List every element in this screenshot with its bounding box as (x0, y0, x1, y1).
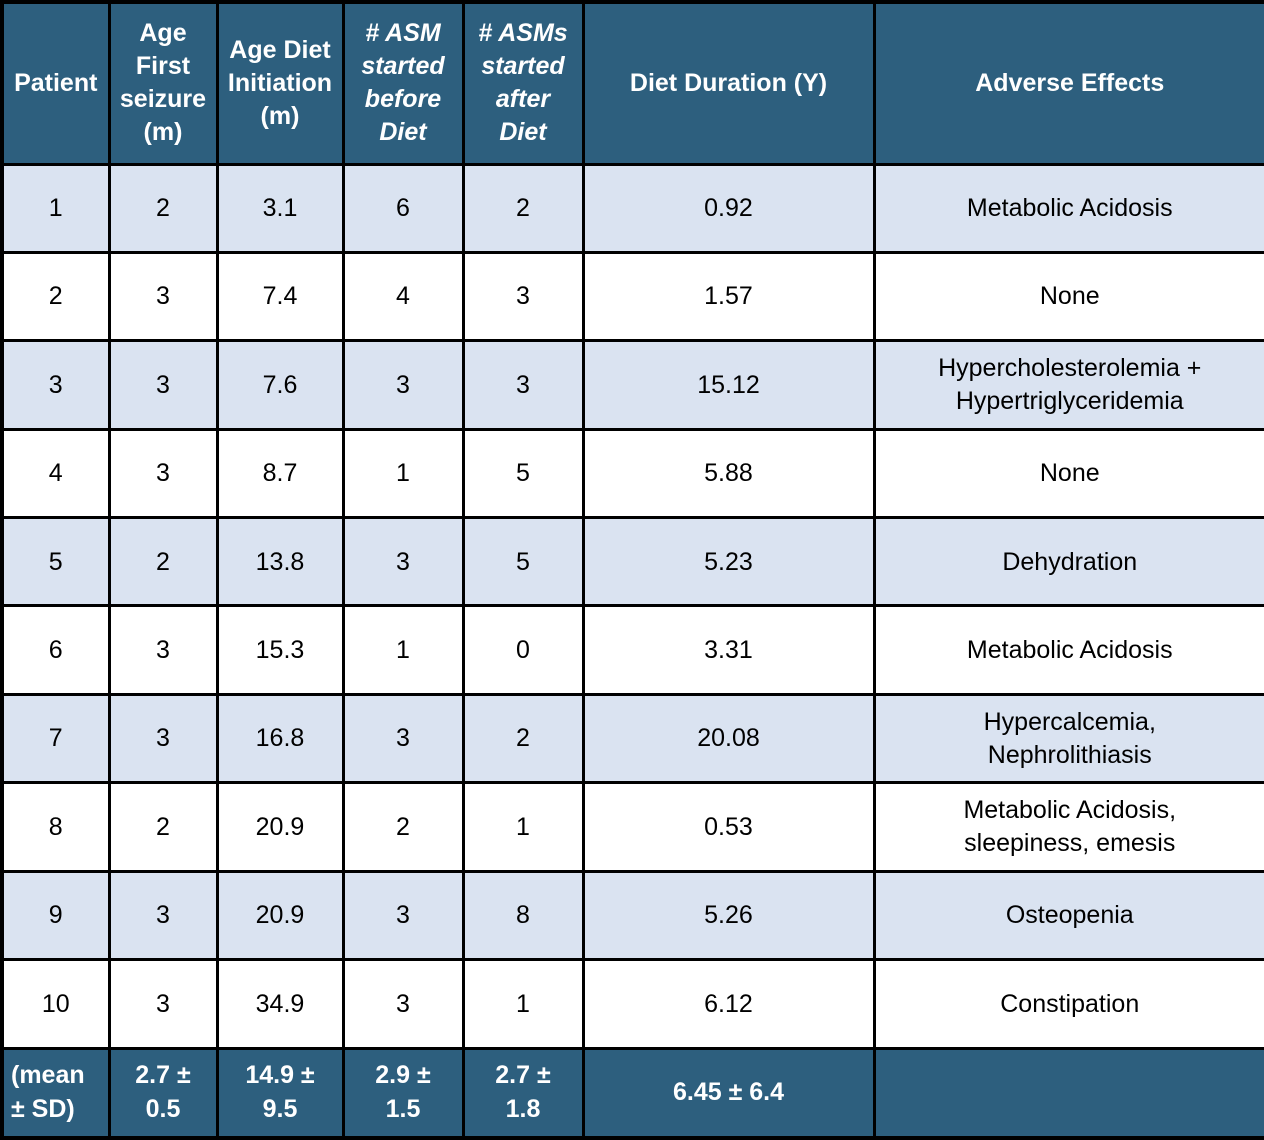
cell-asms-started-after-diet: 8 (461, 869, 585, 962)
cell-age-diet-initiation: 34.9 (215, 958, 345, 1050)
table-row-patient-5: 5 2 13.8 3 5 5.23 Dehydration (0, 516, 1264, 608)
cell-diet-duration: 1.57 (581, 250, 876, 343)
cell-age-diet-initiation: 20.9 (215, 869, 345, 962)
cell-age-diet-initiation: 8.7 (215, 427, 345, 520)
cell-adverse-effects: Metabolic Acidosis, sleepiness, emesis (872, 781, 1264, 873)
cell-asm-started-before-diet: 2 (341, 781, 465, 873)
cell-adverse-effects: None (872, 250, 1264, 343)
cell-age-first-seizure: 3 (107, 692, 219, 785)
cell-age-diet-initiation: 13.8 (215, 516, 345, 608)
cell-adverse-effects: Dehydration (872, 516, 1264, 608)
cell-adverse-effects: Osteopenia (872, 869, 1264, 962)
footer-cell-age-first-seizure: 2.7 ± 0.5 (107, 1046, 219, 1140)
table-row-patient-2: 2 3 7.4 4 3 1.57 None (0, 250, 1264, 343)
table-row-patient-1: 1 2 3.1 6 2 0.92 Metabolic Acidosis (0, 162, 1264, 254)
cell-age-first-seizure: 2 (107, 516, 219, 608)
cell-asms-started-after-diet: 3 (461, 339, 585, 431)
header-cell-asm-started-before-diet: # ASM started before Diet (341, 0, 465, 166)
cell-asm-started-before-diet: 3 (341, 869, 465, 962)
header-cell-age-diet-initiation: Age Diet Initiation (m) (215, 0, 345, 166)
cell-adverse-effects: Hypercalcemia, Nephrolithiasis (872, 692, 1264, 785)
cell-asm-started-before-diet: 3 (341, 339, 465, 431)
cell-asms-started-after-diet: 2 (461, 692, 585, 785)
header-cell-adverse-effects: Adverse Effects (872, 0, 1264, 166)
cell-diet-duration: 0.92 (581, 162, 876, 254)
cell-patient: 8 (0, 781, 111, 873)
cell-asms-started-after-diet: 5 (461, 427, 585, 520)
cell-diet-duration: 20.08 (581, 692, 876, 785)
cell-diet-duration: 5.23 (581, 516, 876, 608)
cell-asm-started-before-diet: 3 (341, 516, 465, 608)
footer-row: (mean ± SD) 2.7 ± 0.5 14.9 ± 9.5 2.9 ± 1.5 2… (0, 1046, 1264, 1140)
cell-patient: 1 (0, 162, 111, 254)
cell-diet-duration: 5.26 (581, 869, 876, 962)
table-row-patient-8: 8 2 20.9 2 1 0.53 Metabolic Acidosis, sleepine… (0, 781, 1264, 873)
cell-age-diet-initiation: 15.3 (215, 604, 345, 696)
cell-age-first-seizure: 2 (107, 162, 219, 254)
cell-asm-started-before-diet: 3 (341, 692, 465, 785)
cell-age-first-seizure: 3 (107, 869, 219, 962)
table-row-patient-9: 9 3 20.9 3 8 5.26 Osteopenia (0, 869, 1264, 962)
cell-diet-duration: 0.53 (581, 781, 876, 873)
cell-patient: 9 (0, 869, 111, 962)
cell-patient: 3 (0, 339, 111, 431)
cell-asm-started-before-diet: 6 (341, 162, 465, 254)
footer-cell-mean-sd-label: (mean ± SD) (0, 1046, 111, 1140)
header-row: Patient Age First seizure (m) Age Diet Ini… (0, 0, 1264, 166)
footer-cell-adverse-effects (872, 1046, 1264, 1140)
cell-asm-started-before-diet: 1 (341, 604, 465, 696)
cell-patient: 4 (0, 427, 111, 520)
cell-age-diet-initiation: 20.9 (215, 781, 345, 873)
cell-patient: 2 (0, 250, 111, 343)
table-row-patient-10: 10 3 34.9 3 1 6.12 Constipation (0, 958, 1264, 1050)
cell-asms-started-after-diet: 0 (461, 604, 585, 696)
cell-diet-duration: 6.12 (581, 958, 876, 1050)
cell-patient: 6 (0, 604, 111, 696)
cell-age-first-seizure: 3 (107, 958, 219, 1050)
cell-age-first-seizure: 2 (107, 781, 219, 873)
cell-patient: 5 (0, 516, 111, 608)
cell-asm-started-before-diet: 4 (341, 250, 465, 343)
cell-adverse-effects: Metabolic Acidosis (872, 162, 1264, 254)
table-row-patient-4: 4 3 8.7 1 5 5.88 None (0, 427, 1264, 520)
cell-asms-started-after-diet: 3 (461, 250, 585, 343)
header-cell-patient: Patient (0, 0, 111, 166)
cell-asms-started-after-diet: 2 (461, 162, 585, 254)
cell-age-first-seizure: 3 (107, 604, 219, 696)
cell-adverse-effects: Metabolic Acidosis (872, 604, 1264, 696)
cell-age-diet-initiation: 7.4 (215, 250, 345, 343)
cell-diet-duration: 15.12 (581, 339, 876, 431)
cell-patient: 7 (0, 692, 111, 785)
cell-adverse-effects: Constipation (872, 958, 1264, 1050)
cell-age-first-seizure: 3 (107, 250, 219, 343)
cell-age-first-seizure: 3 (107, 427, 219, 520)
cell-asm-started-before-diet: 3 (341, 958, 465, 1050)
footer-cell-asm-started-before-diet: 2.9 ± 1.5 (341, 1046, 465, 1140)
cell-age-first-seizure: 3 (107, 339, 219, 431)
header-cell-age-first-seizure: Age First seizure (m) (107, 0, 219, 166)
cell-diet-duration: 3.31 (581, 604, 876, 696)
footer-cell-age-diet-initiation: 14.9 ± 9.5 (215, 1046, 345, 1140)
cell-age-diet-initiation: 3.1 (215, 162, 345, 254)
cell-age-diet-initiation: 16.8 (215, 692, 345, 785)
header-cell-diet-duration: Diet Duration (Y) (581, 0, 876, 166)
cell-age-diet-initiation: 7.6 (215, 339, 345, 431)
cell-asms-started-after-diet: 5 (461, 516, 585, 608)
table-body: 1 2 3.1 6 2 0.92 Metabolic Acidosis 2 3 7.4 4 3 1.57… (0, 162, 1264, 1050)
footer-cell-asms-started-after-diet: 2.7 ± 1.8 (461, 1046, 585, 1140)
cell-patient: 10 (0, 958, 111, 1050)
cell-asms-started-after-diet: 1 (461, 781, 585, 873)
cell-adverse-effects: None (872, 427, 1264, 520)
cell-asms-started-after-diet: 1 (461, 958, 585, 1050)
footer-cell-diet-duration: 6.45 ± 6.4 (581, 1046, 876, 1140)
table-row-patient-3: 3 3 7.6 3 3 15.12 Hypercholesterolemia + Hyper… (0, 339, 1264, 431)
cell-adverse-effects: Hypercholesterolemia + Hypertriglyceride… (872, 339, 1264, 431)
table-row-patient-7: 7 3 16.8 3 2 20.08 Hypercalcemia, Nephrolithia… (0, 692, 1264, 785)
cell-diet-duration: 5.88 (581, 427, 876, 520)
cell-asm-started-before-diet: 1 (341, 427, 465, 520)
header-cell-asms-started-after-diet: # ASMs started after Diet (461, 0, 585, 166)
table-row-patient-6: 6 3 15.3 1 0 3.31 Metabolic Acidosis (0, 604, 1264, 696)
